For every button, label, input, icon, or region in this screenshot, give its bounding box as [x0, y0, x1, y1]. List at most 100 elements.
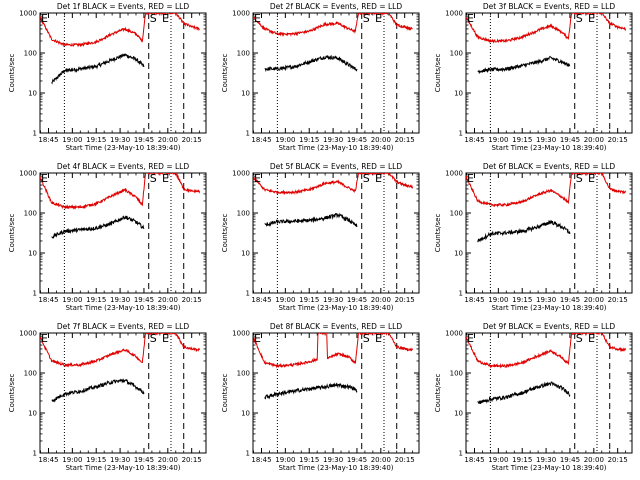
x-tick-label: 19:30 — [110, 456, 130, 464]
x-tick-label: 19:00 — [488, 456, 508, 464]
y-tick-label: 1 — [33, 450, 37, 458]
saa-marker: S — [150, 12, 157, 25]
eclipse-start-marker: E — [254, 332, 261, 345]
x-tick-label: 20:00 — [584, 296, 604, 304]
plot-area — [40, 173, 201, 293]
y-tick-label: 10 — [28, 90, 37, 98]
eclipse-end-marker: E — [375, 332, 382, 345]
x-tick-label: 19:30 — [536, 296, 556, 304]
plot-frame — [252, 172, 420, 294]
plot-area — [253, 13, 413, 133]
x-tick-label: 19:00 — [62, 456, 82, 464]
events-series-line — [477, 381, 571, 405]
y-tick-label: 100 — [237, 50, 250, 58]
y-tick-label: 10 — [28, 250, 37, 258]
y-axis-label: Counts/sec — [221, 374, 229, 413]
x-tick-label: 19:45 — [134, 456, 154, 464]
x-tick-label: 18:45 — [251, 456, 271, 464]
x-tick-label: 19:15 — [86, 456, 106, 464]
events-series-line — [264, 54, 358, 73]
lld-series-line — [253, 333, 414, 369]
plot-area — [466, 173, 627, 293]
x-tick-label: 19:45 — [560, 296, 580, 304]
y-axis-label: Counts/sec — [8, 374, 16, 413]
detector-panel: Det 9f BLACK = Events, RED = LLD Counts/s… — [434, 322, 633, 472]
x-tick-label: 20:15 — [182, 136, 202, 144]
eclipse-start-marker: E — [254, 12, 261, 25]
x-tick-label: 20:15 — [395, 296, 415, 304]
x-tick-label: 19:30 — [110, 296, 130, 304]
y-tick-label: 10 — [454, 250, 463, 258]
y-tick-label: 10 — [28, 410, 37, 418]
eclipse-end-marker: E — [162, 332, 169, 345]
plot-frame — [252, 332, 420, 454]
y-tick-label: 100 — [237, 210, 250, 218]
saa-marker: S — [363, 332, 370, 345]
y-axis-label: Counts/sec — [434, 374, 442, 413]
y-tick-label: 10 — [241, 410, 250, 418]
x-tick-label: 19:00 — [488, 136, 508, 144]
y-tick-label: 1000 — [19, 330, 37, 338]
x-tick-label: 18:45 — [464, 136, 484, 144]
x-tick-label: 19:00 — [488, 296, 508, 304]
y-tick-label: 100 — [24, 210, 37, 218]
x-axis-label: Start Time (23-May-10 18:39:40) — [278, 464, 393, 472]
y-tick-label: 100 — [237, 370, 250, 378]
x-tick-label: 19:45 — [347, 296, 367, 304]
x-tick-label: 19:15 — [299, 296, 319, 304]
eclipse-start-marker: E — [467, 12, 474, 25]
y-axis-label: Counts/sec — [221, 214, 229, 253]
plot-area — [466, 333, 627, 453]
panel-title: Det 3f BLACK = Events, RED = LLD — [483, 2, 616, 11]
x-tick-label: 19:15 — [512, 296, 532, 304]
lld-series-line — [40, 13, 201, 48]
plot-frame — [39, 332, 207, 454]
x-tick-label: 18:45 — [464, 456, 484, 464]
lld-series-line — [253, 173, 414, 196]
x-tick-label: 20:00 — [158, 456, 178, 464]
eclipse-start-marker: E — [41, 12, 48, 25]
eclipse-end-marker: E — [162, 172, 169, 185]
eclipse-end-marker: E — [162, 12, 169, 25]
x-tick-label: 19:45 — [347, 456, 367, 464]
x-tick-label: 20:00 — [584, 456, 604, 464]
y-tick-label: 1 — [33, 130, 37, 138]
x-tick-label: 19:15 — [299, 456, 319, 464]
y-tick-label: 10 — [454, 90, 463, 98]
x-tick-label: 20:00 — [158, 136, 178, 144]
lld-series-line — [466, 173, 627, 208]
y-tick-label: 1 — [246, 290, 250, 298]
panel-title: Det 5f BLACK = Events, RED = LLD — [270, 162, 403, 171]
y-tick-label: 1 — [459, 130, 463, 138]
y-tick-label: 1 — [246, 450, 250, 458]
detector-panel: Det 7f BLACK = Events, RED = LLD Counts/s… — [8, 322, 207, 472]
eclipse-end-marker: E — [588, 332, 595, 345]
x-tick-label: 18:45 — [464, 296, 484, 304]
plot-area — [253, 173, 414, 293]
x-tick-label: 19:00 — [275, 456, 295, 464]
y-axis-label: Counts/sec — [8, 54, 16, 93]
panel-title: Det 4f BLACK = Events, RED = LLD — [57, 162, 190, 171]
panel-title: Det 8f BLACK = Events, RED = LLD — [270, 322, 403, 331]
x-tick-label: 19:15 — [512, 456, 532, 464]
plot-area — [466, 13, 627, 133]
detector-panel: Det 6f BLACK = Events, RED = LLD Counts/s… — [434, 162, 633, 312]
eclipse-end-marker: E — [588, 172, 595, 185]
saa-marker: S — [363, 172, 370, 185]
y-tick-label: 1 — [459, 290, 463, 298]
panel-title: Det 9f BLACK = Events, RED = LLD — [483, 322, 616, 331]
detector-panel: Det 2f BLACK = Events, RED = LLD Counts/s… — [221, 2, 420, 152]
x-tick-label: 19:30 — [323, 136, 343, 144]
x-tick-label: 19:30 — [536, 456, 556, 464]
x-tick-label: 19:30 — [536, 136, 556, 144]
x-axis-label: Start Time (23-May-10 18:39:40) — [278, 144, 393, 152]
x-axis-label: Start Time (23-May-10 18:39:40) — [491, 304, 606, 312]
y-tick-label: 1000 — [232, 10, 250, 18]
x-tick-label: 19:30 — [323, 456, 343, 464]
y-tick-label: 100 — [450, 210, 463, 218]
lld-series-line — [253, 13, 413, 37]
eclipse-start-marker: E — [467, 172, 474, 185]
plot-frame — [465, 12, 633, 134]
x-tick-label: 19:15 — [512, 136, 532, 144]
y-axis-label: Counts/sec — [434, 214, 442, 253]
